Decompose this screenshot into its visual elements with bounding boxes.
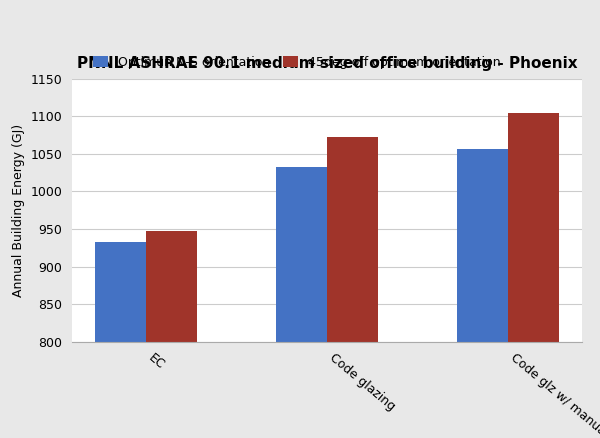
Title: PNNL ASHRAE 90.1 medium sized office building - Phoenix: PNNL ASHRAE 90.1 medium sized office bui…: [77, 56, 577, 71]
Bar: [95, 242, 146, 438]
Bar: [146, 231, 197, 438]
Bar: [327, 137, 378, 438]
Bar: [508, 113, 559, 438]
Bar: [276, 167, 327, 438]
Y-axis label: Annual Building Energy (GJ): Annual Building Energy (GJ): [12, 124, 25, 297]
Bar: [457, 148, 508, 438]
Legend: Optimun N-S orientation, 45deg off optimum orientation: Optimun N-S orientation, 45deg off optim…: [88, 51, 506, 74]
